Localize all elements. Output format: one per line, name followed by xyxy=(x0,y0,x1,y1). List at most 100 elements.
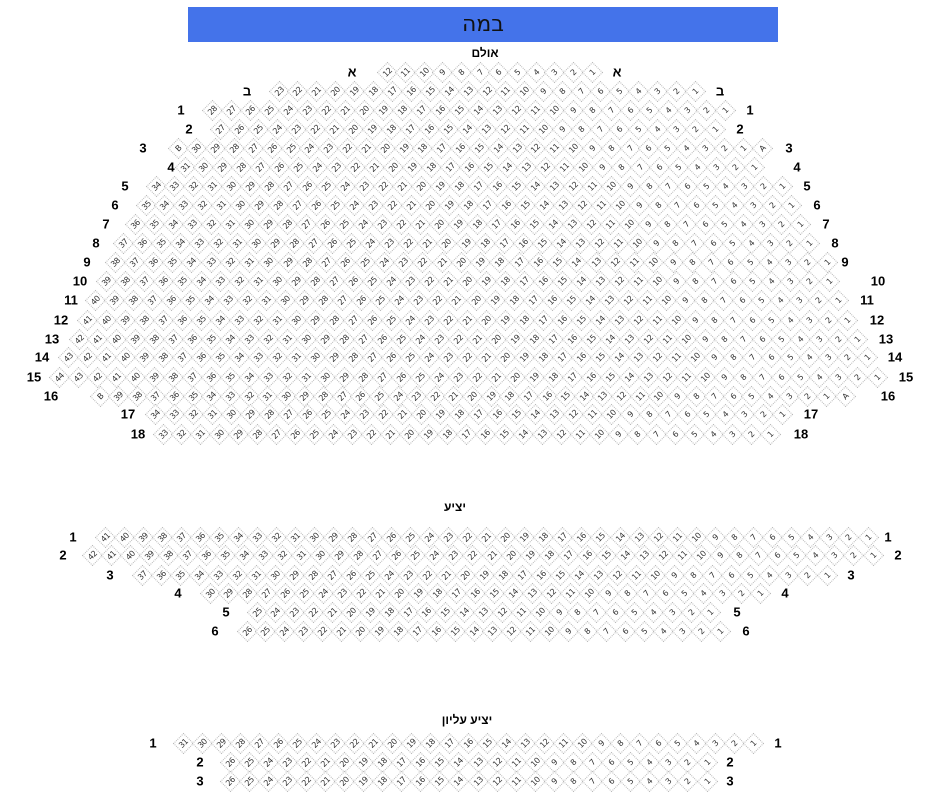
seat[interactable]: 22 xyxy=(412,251,434,273)
seat[interactable]: 1 xyxy=(749,582,771,604)
seat-number: 12 xyxy=(621,293,635,307)
seat-number: 10 xyxy=(604,407,618,421)
seat[interactable]: 2 xyxy=(837,346,859,368)
seat[interactable]: 28 xyxy=(342,526,364,548)
seat-number: 29 xyxy=(243,407,257,421)
seat-number: 26 xyxy=(355,293,369,307)
seat-number: 6 xyxy=(737,295,748,305)
seat[interactable]: 1 xyxy=(696,770,718,792)
seat-number: 4 xyxy=(692,162,702,172)
seat-number: 28 xyxy=(288,236,301,250)
seat[interactable]: 1 xyxy=(684,80,706,102)
seat-number: 31 xyxy=(260,293,273,307)
seat[interactable]: 14 xyxy=(448,751,470,773)
seat-number: 7 xyxy=(706,257,717,267)
seat-number: 8 xyxy=(670,238,681,248)
seat[interactable]: 1 xyxy=(862,544,884,566)
seat-number: 3 xyxy=(830,550,840,560)
seat[interactable]: 2 xyxy=(799,270,821,292)
seat[interactable]: 14 xyxy=(566,251,588,273)
seat-number: 21 xyxy=(368,160,382,174)
seat-number: 25 xyxy=(384,313,398,327)
seat[interactable]: 1 xyxy=(743,156,765,178)
seat-number: 10 xyxy=(576,160,590,174)
seat[interactable]: A xyxy=(751,137,773,159)
seat[interactable]: 2 xyxy=(685,118,707,140)
seat[interactable]: 15 xyxy=(590,526,612,548)
seat[interactable]: 1 xyxy=(714,99,736,121)
seat[interactable]: 1 xyxy=(780,194,802,216)
seat[interactable]: 1 xyxy=(798,232,820,254)
seat[interactable]: 2 xyxy=(808,289,830,311)
seat[interactable]: 2 xyxy=(797,564,819,586)
seat[interactable]: 2 xyxy=(677,751,699,773)
seat-number: 16 xyxy=(479,427,492,441)
seat-number: 11 xyxy=(612,236,625,250)
seat-number: 6 xyxy=(725,257,736,267)
seat[interactable]: 1 xyxy=(771,175,793,197)
seat-number: 22 xyxy=(402,236,416,250)
seat[interactable]: 22 xyxy=(462,544,484,566)
seat[interactable]: 1 xyxy=(699,601,721,623)
seat[interactable]: 26 xyxy=(335,251,357,273)
seat-number: 3 xyxy=(652,86,662,96)
seat-number: 18 xyxy=(478,236,492,250)
seat[interactable]: 1 xyxy=(856,346,878,368)
seat[interactable]: 1 xyxy=(789,213,811,235)
seat-number: 38 xyxy=(137,313,151,327)
seat-number: 40 xyxy=(88,293,102,307)
seat-number: 28 xyxy=(308,274,322,288)
seat-number: 11 xyxy=(585,407,599,421)
seat-number: 38 xyxy=(166,370,180,384)
seat-number: 25 xyxy=(337,217,351,231)
seat-number: 6 xyxy=(606,757,617,767)
seat[interactable]: 20 xyxy=(436,232,458,254)
seat[interactable]: 6 xyxy=(720,251,742,273)
seat[interactable]: 1 xyxy=(818,270,840,292)
row-label-right: 17 xyxy=(803,406,819,422)
seat[interactable]: 10 xyxy=(643,251,665,273)
seat[interactable]: 18 xyxy=(489,251,511,273)
seat[interactable]: 2 xyxy=(843,544,865,566)
seat[interactable]: 21 xyxy=(446,289,468,311)
seat[interactable]: 2 xyxy=(797,251,819,273)
seat-number: 12 xyxy=(538,160,552,174)
seat[interactable]: 1 xyxy=(581,61,603,83)
seat-number: 24 xyxy=(423,350,436,364)
seat[interactable]: 1 xyxy=(816,564,838,586)
seat[interactable]: 2 xyxy=(779,232,801,254)
seat[interactable]: 1 xyxy=(704,118,726,140)
seat[interactable]: A xyxy=(834,385,856,407)
seat-number: 21 xyxy=(490,370,503,384)
seat[interactable]: 1 xyxy=(709,620,731,642)
seat-number: 19 xyxy=(509,332,522,346)
seat-number: 14 xyxy=(528,179,542,193)
seat[interactable]: 1 xyxy=(836,309,858,331)
seat[interactable]: 1 xyxy=(759,423,781,445)
seat[interactable]: 1 xyxy=(742,732,764,754)
seat-number: 31 xyxy=(299,370,313,384)
seat-number: 22 xyxy=(376,407,390,421)
seat[interactable]: 14 xyxy=(448,770,470,792)
seat[interactable]: 2 xyxy=(838,526,860,548)
seat[interactable]: 1 xyxy=(816,251,838,273)
seat[interactable]: 1 xyxy=(846,328,868,350)
seat-number: 20 xyxy=(378,141,392,155)
seat-number: 1 xyxy=(702,757,712,767)
seat[interactable]: 1 xyxy=(857,526,879,548)
seat-number: 8 xyxy=(688,570,699,580)
seat[interactable]: 1 xyxy=(827,289,849,311)
seat-number: 18 xyxy=(376,755,390,769)
seat-number: 30 xyxy=(213,427,227,441)
seat-number: 15 xyxy=(480,736,494,750)
seat[interactable]: 2 xyxy=(847,366,869,388)
seat-number: 6 xyxy=(708,238,719,248)
seat[interactable]: 2 xyxy=(677,770,699,792)
seat-number: 16 xyxy=(469,586,482,600)
seat[interactable]: 30 xyxy=(258,251,280,273)
seat[interactable]: 34 xyxy=(181,251,203,273)
seat-number: 22 xyxy=(394,217,408,231)
seat[interactable]: 1 xyxy=(866,366,888,388)
seat-number: 12 xyxy=(651,350,665,364)
seat-number: 7 xyxy=(709,391,720,401)
